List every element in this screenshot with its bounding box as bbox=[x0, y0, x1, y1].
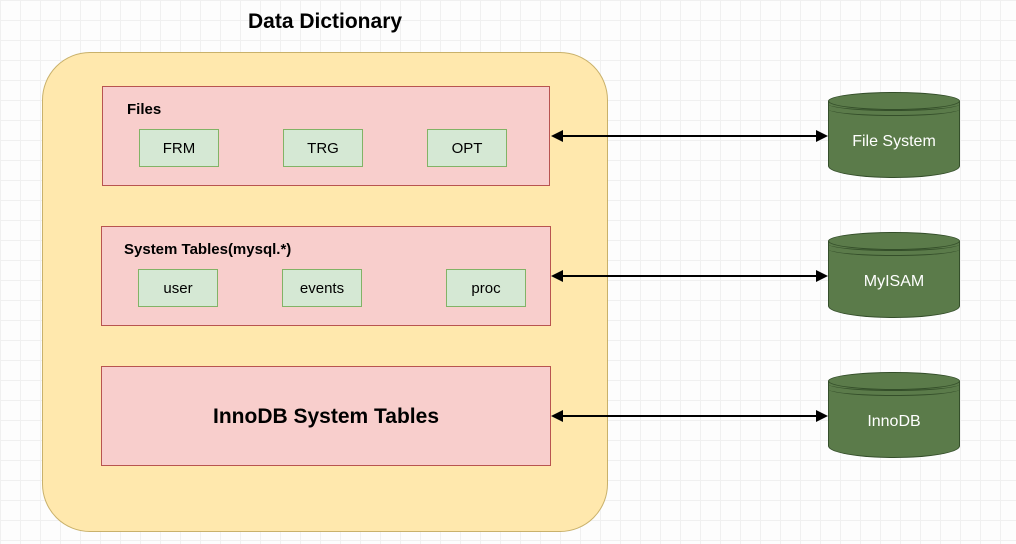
arrow-head-left-0 bbox=[551, 130, 563, 142]
arrow-head-right-2 bbox=[816, 410, 828, 422]
item-system-tables-user: user bbox=[138, 269, 218, 307]
item-files-opt: OPT bbox=[427, 129, 507, 167]
cylinder-label-file-system: File System bbox=[852, 133, 936, 151]
arrow-0 bbox=[561, 135, 818, 137]
section-files: Files FRM TRG OPT bbox=[102, 86, 550, 186]
arrow-head-left-1 bbox=[551, 270, 563, 282]
arrow-head-left-2 bbox=[551, 410, 563, 422]
item-files-frm: FRM bbox=[139, 129, 219, 167]
cylinder-myisam: MyISAM bbox=[828, 232, 960, 318]
cylinder-innodb: InnoDB bbox=[828, 372, 960, 458]
section-title-system-tables: System Tables(mysql.*) bbox=[124, 241, 291, 258]
cylinder-file-system: File System bbox=[828, 92, 960, 178]
arrow-2 bbox=[561, 415, 818, 417]
section-title-files: Files bbox=[127, 101, 161, 118]
item-system-tables-events: events bbox=[282, 269, 362, 307]
diagram-title: Data Dictionary bbox=[248, 10, 402, 34]
arrow-head-right-0 bbox=[816, 130, 828, 142]
section-system-tables: System Tables(mysql.*) user events proc bbox=[101, 226, 551, 326]
section-big-label-innodb-tables: InnoDB System Tables bbox=[102, 405, 550, 429]
item-system-tables-proc: proc bbox=[446, 269, 526, 307]
section-innodb-tables: InnoDB System Tables bbox=[101, 366, 551, 466]
cylinder-label-innodb: InnoDB bbox=[867, 413, 920, 431]
cylinder-label-myisam: MyISAM bbox=[864, 273, 924, 291]
arrow-head-right-1 bbox=[816, 270, 828, 282]
item-files-trg: TRG bbox=[283, 129, 363, 167]
arrow-1 bbox=[561, 275, 818, 277]
